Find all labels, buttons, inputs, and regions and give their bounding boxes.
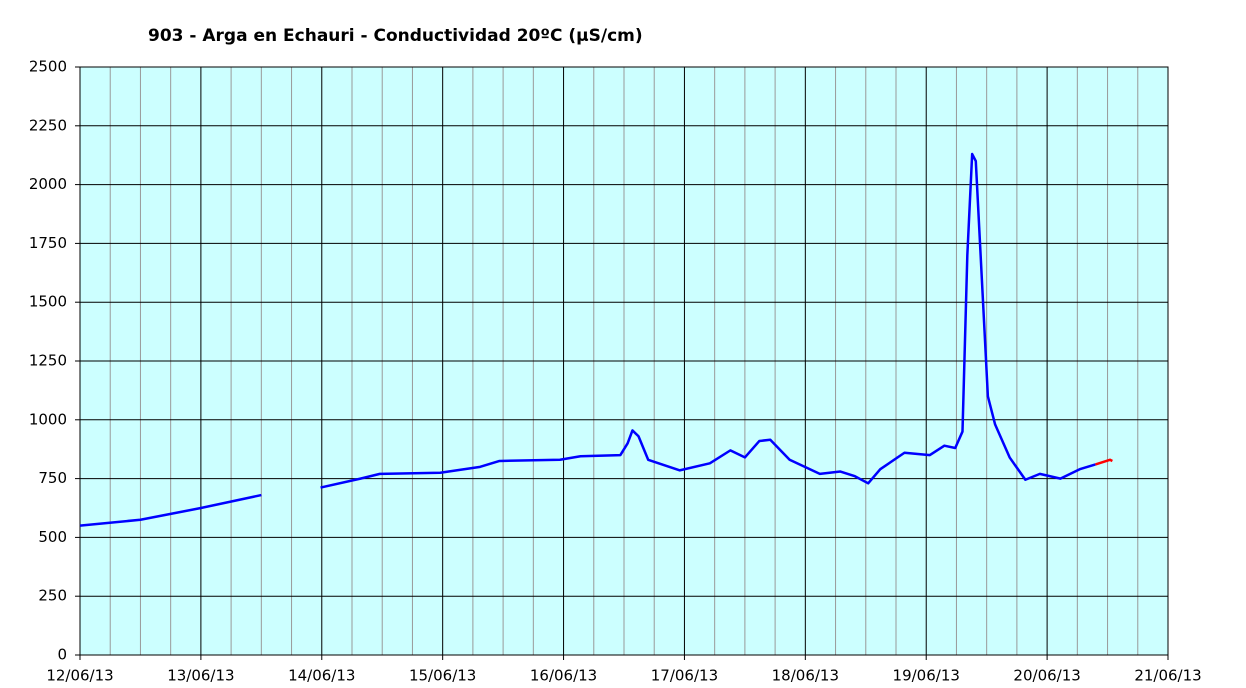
x-tick-label: 12/06/13 (46, 667, 113, 685)
y-tick-label: 0 (57, 646, 67, 664)
y-tick-label: 1250 (29, 352, 67, 370)
x-tick-label: 21/06/13 (1134, 667, 1201, 685)
y-tick-label: 250 (38, 587, 67, 605)
y-tick-label: 1500 (29, 293, 67, 311)
y-tick-label: 2000 (29, 175, 67, 193)
x-tick-label: 14/06/13 (288, 667, 355, 685)
y-tick-label: 2250 (29, 116, 67, 134)
x-tick-label: 20/06/13 (1013, 667, 1080, 685)
x-tick-label: 16/06/13 (530, 667, 597, 685)
chart-title: 903 - Arga en Echauri - Conductividad 20… (148, 26, 643, 46)
x-tick-label: 13/06/13 (167, 667, 234, 685)
data-line (79, 152, 1096, 527)
y-tick-label: 750 (38, 469, 67, 487)
data-line (1095, 458, 1113, 466)
x-tick-label: 19/06/13 (893, 667, 960, 685)
x-tick-label: 15/06/13 (409, 667, 476, 685)
x-tick-label: 17/06/13 (651, 667, 718, 685)
x-tick-label: 18/06/13 (772, 667, 839, 685)
y-tick-label: 1000 (29, 410, 67, 428)
y-tick-label: 2500 (29, 58, 67, 76)
y-tick-label: 1750 (29, 234, 67, 252)
y-tick-label: 500 (38, 528, 67, 546)
